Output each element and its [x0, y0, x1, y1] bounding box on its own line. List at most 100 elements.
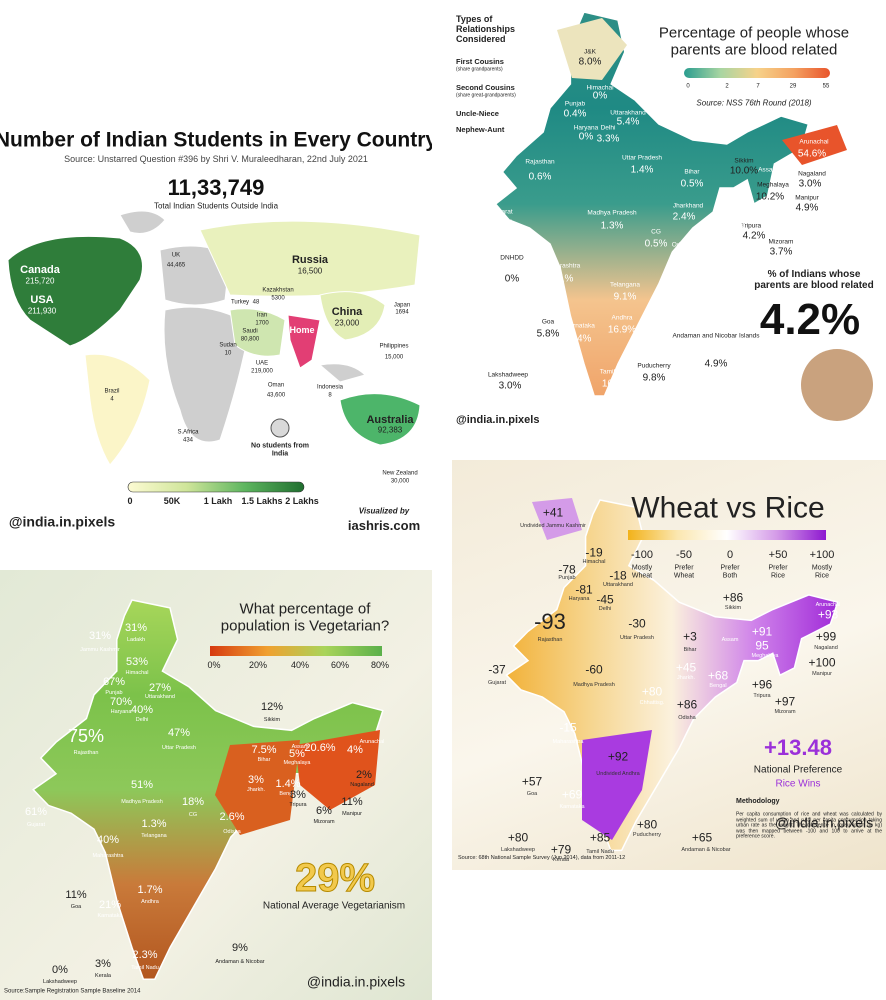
blood-panel: Types of Relationships Considered First C… — [452, 0, 886, 440]
region-value: 75% — [67, 726, 105, 747]
region-name: CG — [188, 811, 198, 818]
region-value: 70% — [109, 695, 133, 708]
region-value: 5.4% — [616, 116, 640, 128]
region-value: 1.4% — [275, 777, 301, 790]
region-value: 27% — [148, 681, 172, 694]
region-value: +97 — [774, 694, 796, 709]
region-name: Andaman and Nicobar Islands — [672, 332, 760, 340]
region-value: -30 — [628, 616, 646, 631]
callout-label: % of Indians whose parents are blood rel… — [754, 269, 874, 291]
region-name: Andaman & Nicobar — [681, 846, 731, 853]
source: Source: 68th National Sample Survey (Jun… — [458, 854, 626, 861]
region-name: Assam — [721, 636, 739, 643]
map-shapes — [505, 498, 839, 852]
region-value: 10.0% — [729, 165, 759, 177]
map-shapes — [494, 11, 873, 421]
country-name: UK — [171, 252, 181, 259]
region-name: Tamil Nadu — [586, 848, 614, 855]
region-name: Sikkim — [734, 157, 754, 165]
region-value: 51% — [130, 778, 154, 791]
region-value: 2.3% — [132, 948, 158, 961]
region-name: Sikkim — [724, 604, 742, 611]
region-value: -18 — [609, 568, 627, 583]
region-value: 0.6% — [528, 171, 552, 183]
region-name: Bengal — [279, 790, 297, 797]
region-name: Lakshadweep — [487, 371, 529, 379]
region-value: +68 — [707, 668, 729, 683]
scale-bar — [684, 68, 830, 78]
title: Number of Indian Students in Every Count… — [0, 128, 432, 152]
region-value: 12% — [260, 700, 284, 713]
portrait — [801, 349, 873, 421]
scale-sublabel: Mostly Rice — [811, 564, 833, 579]
region-value: 0% — [592, 90, 608, 102]
country-value: 5300 — [271, 295, 285, 302]
region-name: Andhra — [141, 898, 159, 905]
region-name: Mizoram — [774, 708, 796, 715]
scale-label: 80% — [370, 660, 390, 671]
region-value: 1.7% — [137, 883, 163, 896]
region-name: Punjab — [564, 100, 586, 108]
region-name: Kerala — [95, 972, 111, 979]
region-value: +86 — [676, 697, 698, 712]
region-value: 0.5% — [680, 178, 704, 190]
region-name: Gujarat — [491, 208, 513, 216]
scale-label: 1.5 Lakhs — [241, 496, 283, 507]
region-name: CG — [651, 228, 661, 236]
map-shapes — [7, 210, 421, 493]
region-name: Delhi — [135, 716, 149, 723]
country-value: 48 — [252, 299, 260, 306]
country-name: Iran — [256, 312, 268, 319]
region-value: 31% — [88, 629, 112, 642]
region-name: Odisha — [678, 714, 696, 721]
region-value: +79 — [550, 842, 572, 857]
country-shape — [119, 210, 166, 234]
wheat-panel: Wheat vs Rice -100 Mostly Wheat -50 Prefer W… — [452, 460, 886, 870]
region-value: 6% — [316, 804, 332, 817]
region-value: 16.9% — [607, 324, 637, 336]
region-name: Jammu Kashmir — [80, 646, 120, 653]
region-name: Kerala — [562, 384, 582, 392]
region-name: Undivided Jammu Kashmir — [520, 522, 586, 529]
region-value: +57 — [521, 774, 543, 789]
relationship-note: (share grandparents) — [456, 66, 503, 73]
region-name: Arunachal — [815, 601, 841, 608]
country-name: Kazakhstan — [262, 287, 294, 294]
region-value: 0.5% — [644, 238, 668, 250]
region-value: 95 — [755, 638, 769, 653]
country-name: Canada — [20, 263, 60, 276]
students-panel: Number of Indian Students in Every Count… — [0, 110, 432, 545]
region-value: +65 — [691, 830, 713, 845]
region-value: +3 — [683, 629, 697, 644]
region-value: 1.6% — [562, 394, 586, 406]
relationship: Uncle-Niece — [456, 108, 499, 118]
country-value: 8 — [328, 392, 332, 399]
region-value: 9.4% — [568, 333, 592, 345]
country-shape — [318, 363, 366, 383]
country-name: Indonesia — [316, 384, 344, 391]
national-label: National Preference — [753, 764, 843, 776]
region-value: 3% — [95, 957, 111, 970]
region-name: Maharashtra — [552, 738, 584, 745]
average-label: National Average Vegetarianism — [262, 900, 406, 912]
region-value: +86 — [722, 590, 744, 605]
region-value: +96 — [751, 677, 773, 692]
methodology-title: Methodology — [736, 798, 780, 806]
region-value: +45 — [675, 660, 697, 675]
region-value: -81 — [575, 582, 593, 597]
scale-label: 29 — [789, 83, 797, 90]
region-name: Rajasthan — [73, 749, 99, 756]
scale-label: +50 — [768, 548, 788, 561]
scale-label: 20% — [248, 660, 268, 671]
region-value: 3% — [248, 773, 264, 786]
methodology: Per capita consumption of rice and wheat… — [736, 811, 882, 840]
title: Wheat vs Rice — [631, 491, 825, 525]
region-value: 9% — [232, 941, 248, 954]
region-name: Madhya Pradesh — [573, 681, 615, 688]
region-name: Arunachal — [799, 138, 829, 146]
region-name: Mizoram — [768, 238, 794, 246]
handle: @india.in.pixels — [8, 513, 116, 530]
country-shape — [287, 314, 321, 369]
scale-label: 1 Lakh — [203, 496, 233, 507]
